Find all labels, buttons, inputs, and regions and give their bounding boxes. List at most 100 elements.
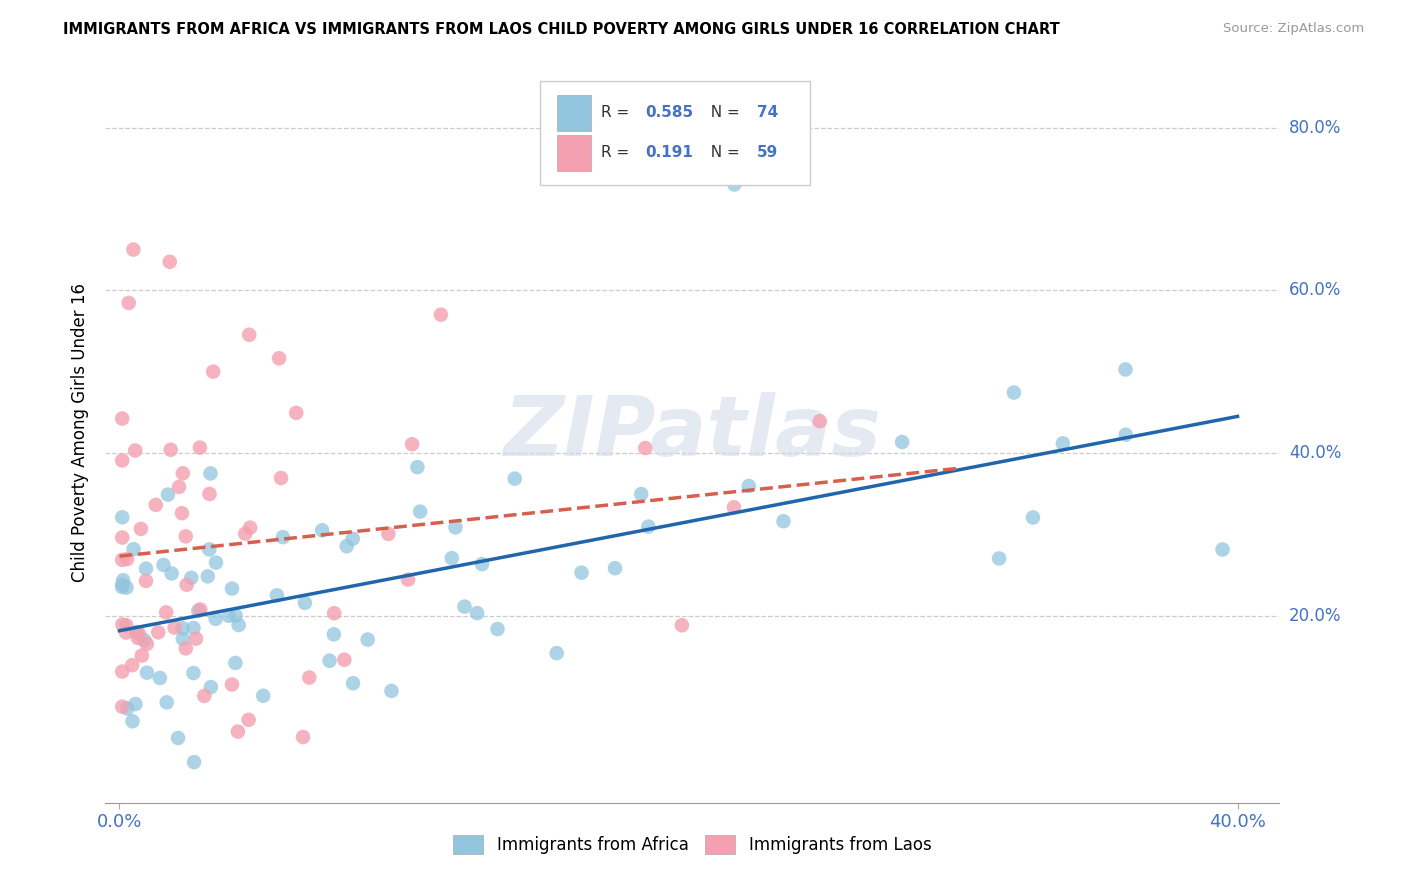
- Point: [318, 654, 340, 668]
- Text: 0.191: 0.191: [645, 145, 693, 161]
- Point: [225, 608, 247, 623]
- Point: [377, 527, 399, 541]
- Point: [118, 296, 141, 310]
- Point: [738, 479, 761, 493]
- Point: [546, 646, 568, 660]
- Point: [266, 588, 288, 602]
- Point: [298, 671, 321, 685]
- Text: 60.0%: 60.0%: [1289, 281, 1341, 299]
- Point: [285, 406, 308, 420]
- Point: [571, 566, 593, 580]
- Point: [271, 530, 294, 544]
- Point: [155, 605, 177, 619]
- Point: [453, 599, 475, 614]
- Text: N =: N =: [700, 105, 744, 120]
- Point: [131, 648, 153, 663]
- Point: [145, 498, 167, 512]
- Point: [148, 625, 170, 640]
- Point: [135, 574, 157, 588]
- Point: [205, 556, 228, 570]
- Point: [115, 581, 138, 595]
- Point: [159, 442, 181, 457]
- Point: [270, 471, 292, 485]
- Point: [1022, 510, 1045, 524]
- Point: [111, 453, 134, 467]
- Point: [127, 631, 149, 645]
- Point: [111, 699, 134, 714]
- Text: ZIPatlas: ZIPatlas: [503, 392, 882, 473]
- Point: [322, 627, 344, 641]
- Point: [603, 561, 626, 575]
- Text: 0.585: 0.585: [645, 105, 693, 120]
- Point: [111, 580, 134, 594]
- Point: [444, 520, 467, 534]
- Point: [128, 627, 150, 641]
- Point: [356, 632, 378, 647]
- Point: [135, 637, 157, 651]
- Point: [174, 641, 197, 656]
- Point: [197, 569, 219, 583]
- FancyBboxPatch shape: [557, 135, 592, 171]
- Point: [159, 254, 181, 268]
- Point: [634, 441, 657, 455]
- Point: [111, 510, 134, 524]
- FancyBboxPatch shape: [557, 95, 592, 131]
- Point: [200, 680, 222, 694]
- Point: [440, 551, 463, 566]
- Point: [723, 500, 745, 515]
- Point: [183, 755, 205, 769]
- Point: [170, 506, 193, 520]
- Text: 74: 74: [756, 105, 779, 120]
- Text: N =: N =: [700, 145, 744, 161]
- Point: [183, 666, 205, 681]
- Legend: Immigrants from Africa, Immigrants from Laos: Immigrants from Africa, Immigrants from …: [447, 829, 938, 861]
- Point: [891, 435, 914, 450]
- Point: [1002, 385, 1025, 400]
- Point: [111, 577, 134, 591]
- Point: [167, 731, 190, 745]
- Point: [184, 632, 207, 646]
- Point: [156, 695, 179, 709]
- Text: IMMIGRANTS FROM AFRICA VS IMMIGRANTS FROM LAOS CHILD POVERTY AMONG GIRLS UNDER 1: IMMIGRANTS FROM AFRICA VS IMMIGRANTS FRO…: [63, 22, 1060, 37]
- Point: [233, 526, 256, 541]
- Point: [183, 621, 205, 635]
- Point: [1212, 542, 1234, 557]
- Point: [292, 730, 315, 744]
- Point: [723, 178, 745, 192]
- Point: [267, 351, 290, 366]
- Point: [111, 531, 134, 545]
- Point: [333, 653, 356, 667]
- Point: [112, 573, 135, 587]
- Point: [117, 701, 139, 715]
- Point: [380, 684, 402, 698]
- Point: [136, 665, 159, 680]
- Point: [988, 551, 1011, 566]
- Point: [202, 365, 225, 379]
- Point: [115, 625, 138, 640]
- Point: [221, 582, 243, 596]
- Point: [221, 677, 243, 691]
- Point: [772, 514, 794, 528]
- Point: [503, 472, 526, 486]
- Point: [1052, 436, 1074, 450]
- Point: [336, 539, 359, 553]
- Point: [121, 714, 143, 729]
- Point: [111, 617, 134, 632]
- Point: [172, 467, 194, 481]
- Point: [401, 437, 423, 451]
- Point: [808, 414, 831, 428]
- Point: [224, 656, 246, 670]
- Point: [630, 487, 652, 501]
- Point: [200, 467, 222, 481]
- Text: 59: 59: [756, 145, 779, 161]
- Text: 20.0%: 20.0%: [1289, 607, 1341, 624]
- Point: [1114, 362, 1136, 376]
- Point: [342, 676, 364, 690]
- Point: [204, 612, 226, 626]
- Point: [124, 697, 146, 711]
- Point: [180, 571, 202, 585]
- Point: [156, 487, 179, 501]
- Point: [228, 618, 250, 632]
- Point: [149, 671, 172, 685]
- Point: [188, 602, 211, 616]
